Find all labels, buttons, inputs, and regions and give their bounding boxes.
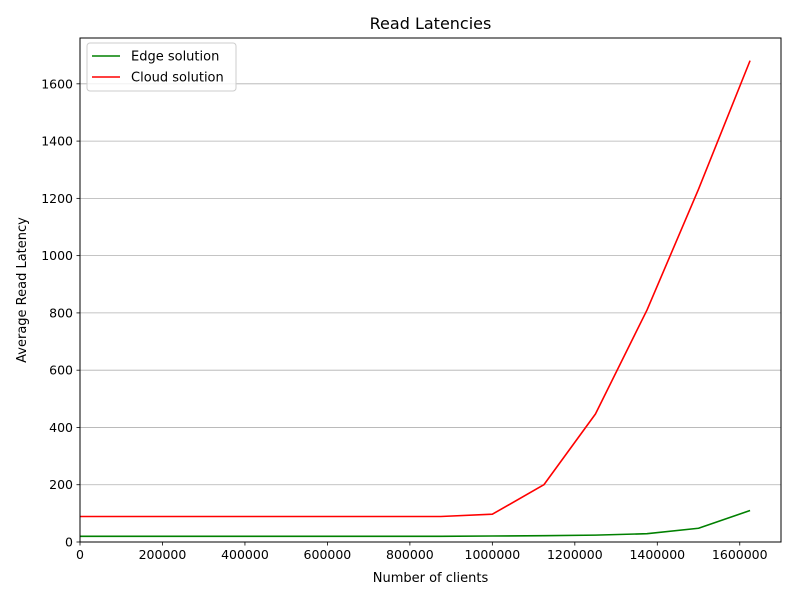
grid-lines xyxy=(80,83,781,486)
legend: Edge solution Cloud solution xyxy=(86,42,237,92)
legend-box xyxy=(86,42,237,92)
series-line-cloud-solution xyxy=(80,60,751,518)
y-axis-title: Average Read Latency xyxy=(15,217,30,363)
legend-label-edge-solution: Edge solution xyxy=(131,50,219,65)
x-tick-label: 1400000 xyxy=(629,547,685,562)
x-tick-label: 600000 xyxy=(304,547,352,562)
series-line-edge-solution xyxy=(80,509,751,538)
x-tick-label: 0 xyxy=(76,547,84,562)
y-tick-label: 800 xyxy=(49,305,73,320)
x-tick-label: 1600000 xyxy=(712,547,768,562)
x-tick-label: 400000 xyxy=(221,547,269,562)
x-axis: 0 200000 400000 600000 800000 1000000 1200000 1… xyxy=(76,542,768,562)
y-tick-label: 1400 xyxy=(41,134,73,149)
x-tick-label: 1000000 xyxy=(465,547,521,562)
x-tick-label: 1200000 xyxy=(547,547,603,562)
y-tick-label: 400 xyxy=(49,420,73,435)
x-axis-title: Number of clients xyxy=(373,571,489,586)
x-tick-label: 200000 xyxy=(139,547,187,562)
x-tick-label: 800000 xyxy=(386,547,434,562)
y-tick-label: 1000 xyxy=(41,248,73,263)
plot-area-frame xyxy=(79,37,782,543)
chart-title: Read Latencies xyxy=(370,14,492,33)
series-lines xyxy=(80,60,751,538)
y-tick-label: 200 xyxy=(49,477,73,492)
y-tick-label: 0 xyxy=(65,535,73,550)
y-tick-label: 1200 xyxy=(41,191,73,206)
y-tick-label: 1600 xyxy=(41,76,73,91)
legend-label-cloud-solution: Cloud solution xyxy=(131,71,224,86)
y-axis: 0 200 400 600 800 1000 1200 1400 1600 xyxy=(41,76,80,550)
y-tick-label: 600 xyxy=(49,363,73,378)
